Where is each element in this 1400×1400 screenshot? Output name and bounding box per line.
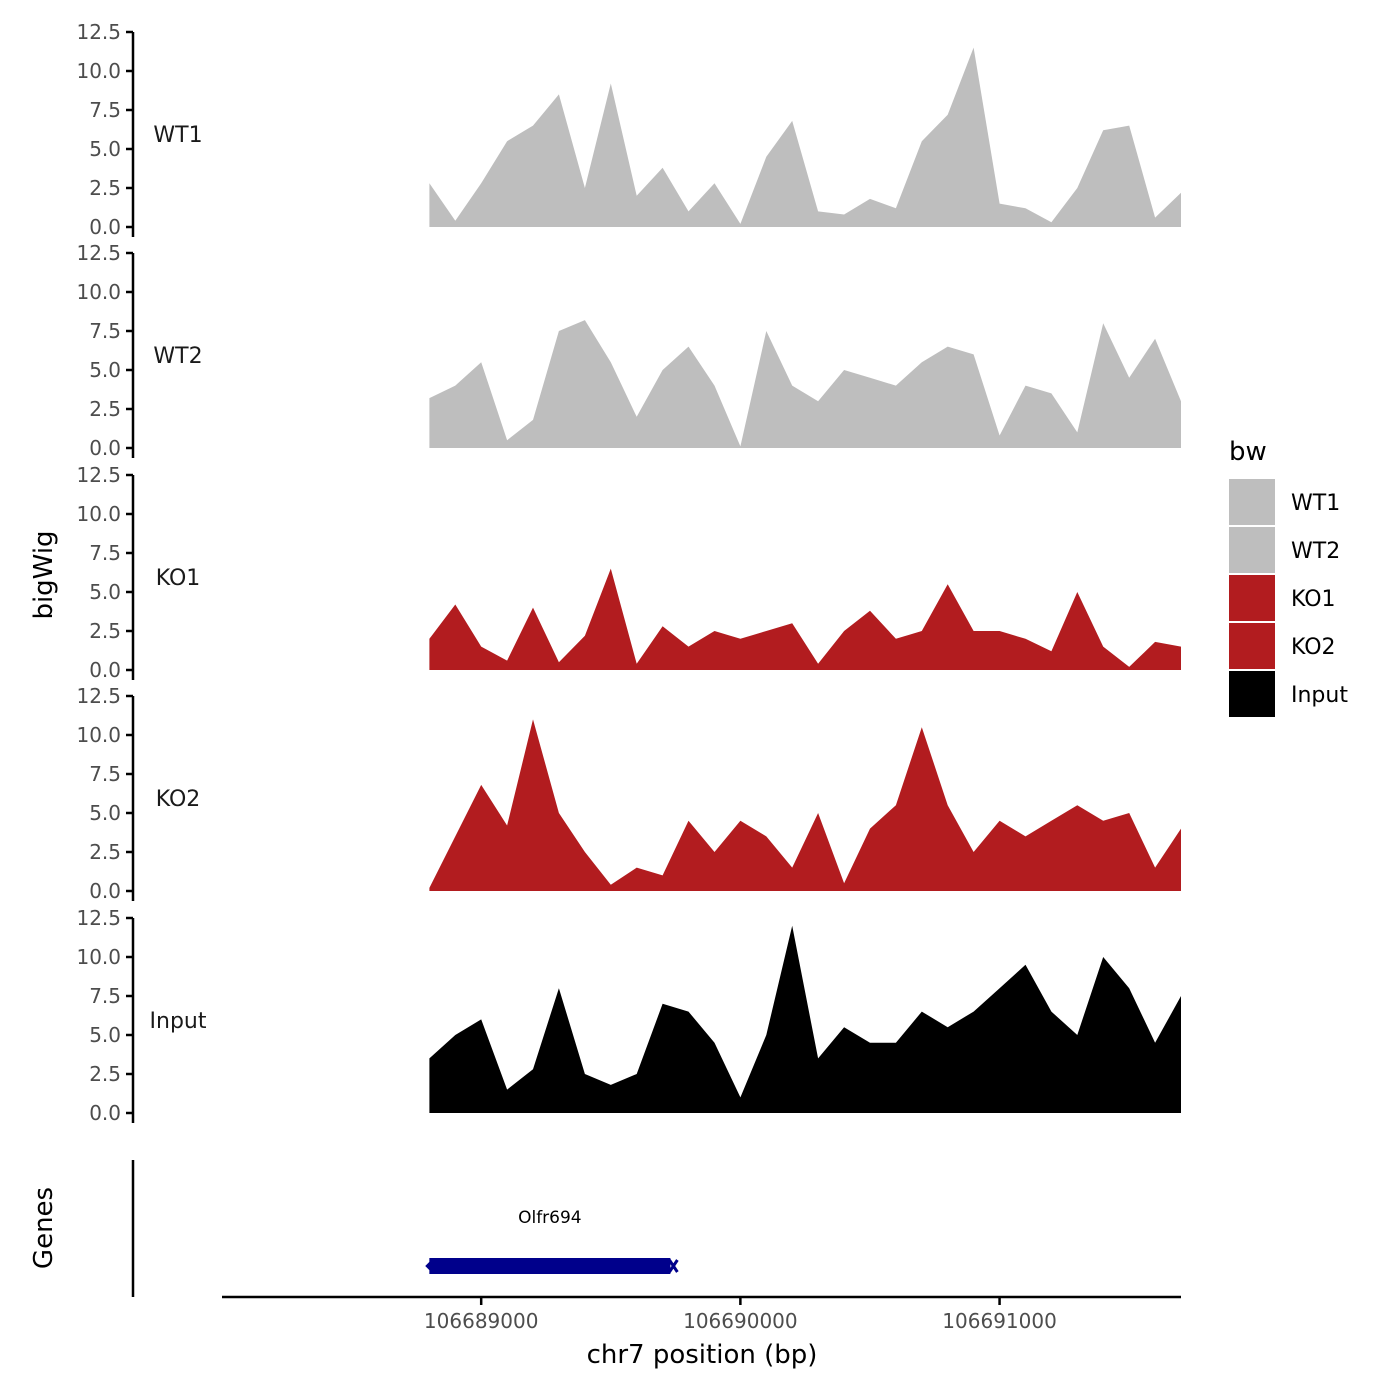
- genes-panel: Genes Olfr694: [29, 1160, 679, 1297]
- y-tick-label: 5.0: [89, 358, 121, 382]
- legend-swatch: [1229, 623, 1275, 669]
- y-tick-label: 12.5: [76, 20, 121, 44]
- track-label: KO1: [156, 566, 201, 591]
- y-tick-label: 2.5: [89, 397, 121, 421]
- y-tick-label: 7.5: [89, 762, 121, 786]
- gene-label: Olfr694: [518, 1208, 582, 1228]
- gene-olfr694: Olfr694: [425, 1208, 679, 1274]
- x-tick-label: 106690000: [683, 1309, 798, 1333]
- legend-swatch: [1229, 671, 1275, 717]
- x-axis: 106689000 106690000 106691000: [222, 1295, 1181, 1333]
- genes-axis-title: Genes: [29, 1187, 59, 1269]
- y-tick-label: 0.0: [89, 436, 121, 460]
- legend-label: KO2: [1291, 635, 1336, 660]
- legend-item-ko1: KO1: [1229, 575, 1336, 621]
- gene-end-marker: [668, 1259, 679, 1273]
- y-tick-label: 7.5: [89, 98, 121, 122]
- track-panels: 0.0 2.5 5.0 7.5 10.0 12.5 WT1 0.0 2.5 5.0 7.5 10.0 1…: [76, 20, 1181, 1125]
- y-tick-label: 5.0: [89, 580, 121, 604]
- legend-title: bw: [1229, 437, 1267, 467]
- y-tick-label: 0.0: [89, 215, 121, 239]
- legend-swatch: [1229, 479, 1275, 525]
- y-tick-label: 10.0: [76, 59, 121, 83]
- y-tick-label: 5.0: [89, 137, 121, 161]
- legend-item-wt1: WT1: [1229, 479, 1340, 525]
- y-tick-label: 2.5: [89, 840, 121, 864]
- area-ko2: [429, 719, 1181, 891]
- y-tick-label: 2.5: [89, 1062, 121, 1086]
- track-label: KO2: [156, 787, 201, 812]
- legend-label: WT1: [1291, 491, 1340, 516]
- legend-swatch: [1229, 575, 1275, 621]
- x-tick-label: 106689000: [424, 1309, 539, 1333]
- track-input: 0.0 2.5 5.0 7.5 10.0 12.5 Input: [76, 906, 1181, 1125]
- legend-item-wt2: WT2: [1229, 527, 1340, 573]
- y-tick-label: 0.0: [89, 879, 121, 903]
- track-ko2: 0.0 2.5 5.0 7.5 10.0 12.5 KO2: [76, 684, 1181, 903]
- track-wt2: 0.0 2.5 5.0 7.5 10.0 12.5 WT2: [76, 241, 1181, 460]
- y-tick-label: 12.5: [76, 906, 121, 930]
- y-tick-label: 10.0: [76, 502, 121, 526]
- y-tick-label: 12.5: [76, 684, 121, 708]
- y-tick-label: 0.0: [89, 1101, 121, 1125]
- y-tick-label: 12.5: [76, 463, 121, 487]
- area-ko1: [429, 568, 1181, 670]
- y-tick-label: 10.0: [76, 723, 121, 747]
- y-tick-label: 0.0: [89, 658, 121, 682]
- y-tick-label: 10.0: [76, 945, 121, 969]
- y-axis-title: bigWig: [29, 530, 59, 619]
- area-wt2: [429, 320, 1181, 448]
- track-label: WT2: [153, 344, 202, 369]
- track-wt1: 0.0 2.5 5.0 7.5 10.0 12.5 WT1: [76, 20, 1181, 239]
- area-wt1: [429, 47, 1181, 227]
- track-ko1: 0.0 2.5 5.0 7.5 10.0 12.5 KO1: [76, 463, 1181, 682]
- y-tick-label: 12.5: [76, 241, 121, 265]
- y-tick-label: 2.5: [89, 176, 121, 200]
- legend-label: WT2: [1291, 539, 1340, 564]
- legend-item-input: Input: [1229, 671, 1348, 717]
- area-input: [429, 925, 1181, 1113]
- track-label: Input: [150, 1009, 207, 1034]
- y-tick-label: 7.5: [89, 984, 121, 1008]
- legend-swatch: [1229, 527, 1275, 573]
- x-tick-label: 106691000: [942, 1309, 1057, 1333]
- y-tick-label: 5.0: [89, 1023, 121, 1047]
- gene-body: [429, 1258, 671, 1274]
- legend-label: Input: [1291, 683, 1348, 708]
- y-tick-label: 5.0: [89, 801, 121, 825]
- y-tick-label: 10.0: [76, 280, 121, 304]
- legend-item-ko2: KO2: [1229, 623, 1336, 669]
- gene-strand-marker: [425, 1258, 435, 1274]
- y-tick-label: 7.5: [89, 541, 121, 565]
- x-axis-title: chr7 position (bp): [587, 1340, 818, 1370]
- y-tick-label: 2.5: [89, 619, 121, 643]
- legend-label: KO1: [1291, 587, 1336, 612]
- y-tick-label: 7.5: [89, 319, 121, 343]
- legend: bw WT1 WT2 KO1 KO2 Input: [1229, 437, 1348, 717]
- track-label: WT1: [153, 123, 202, 148]
